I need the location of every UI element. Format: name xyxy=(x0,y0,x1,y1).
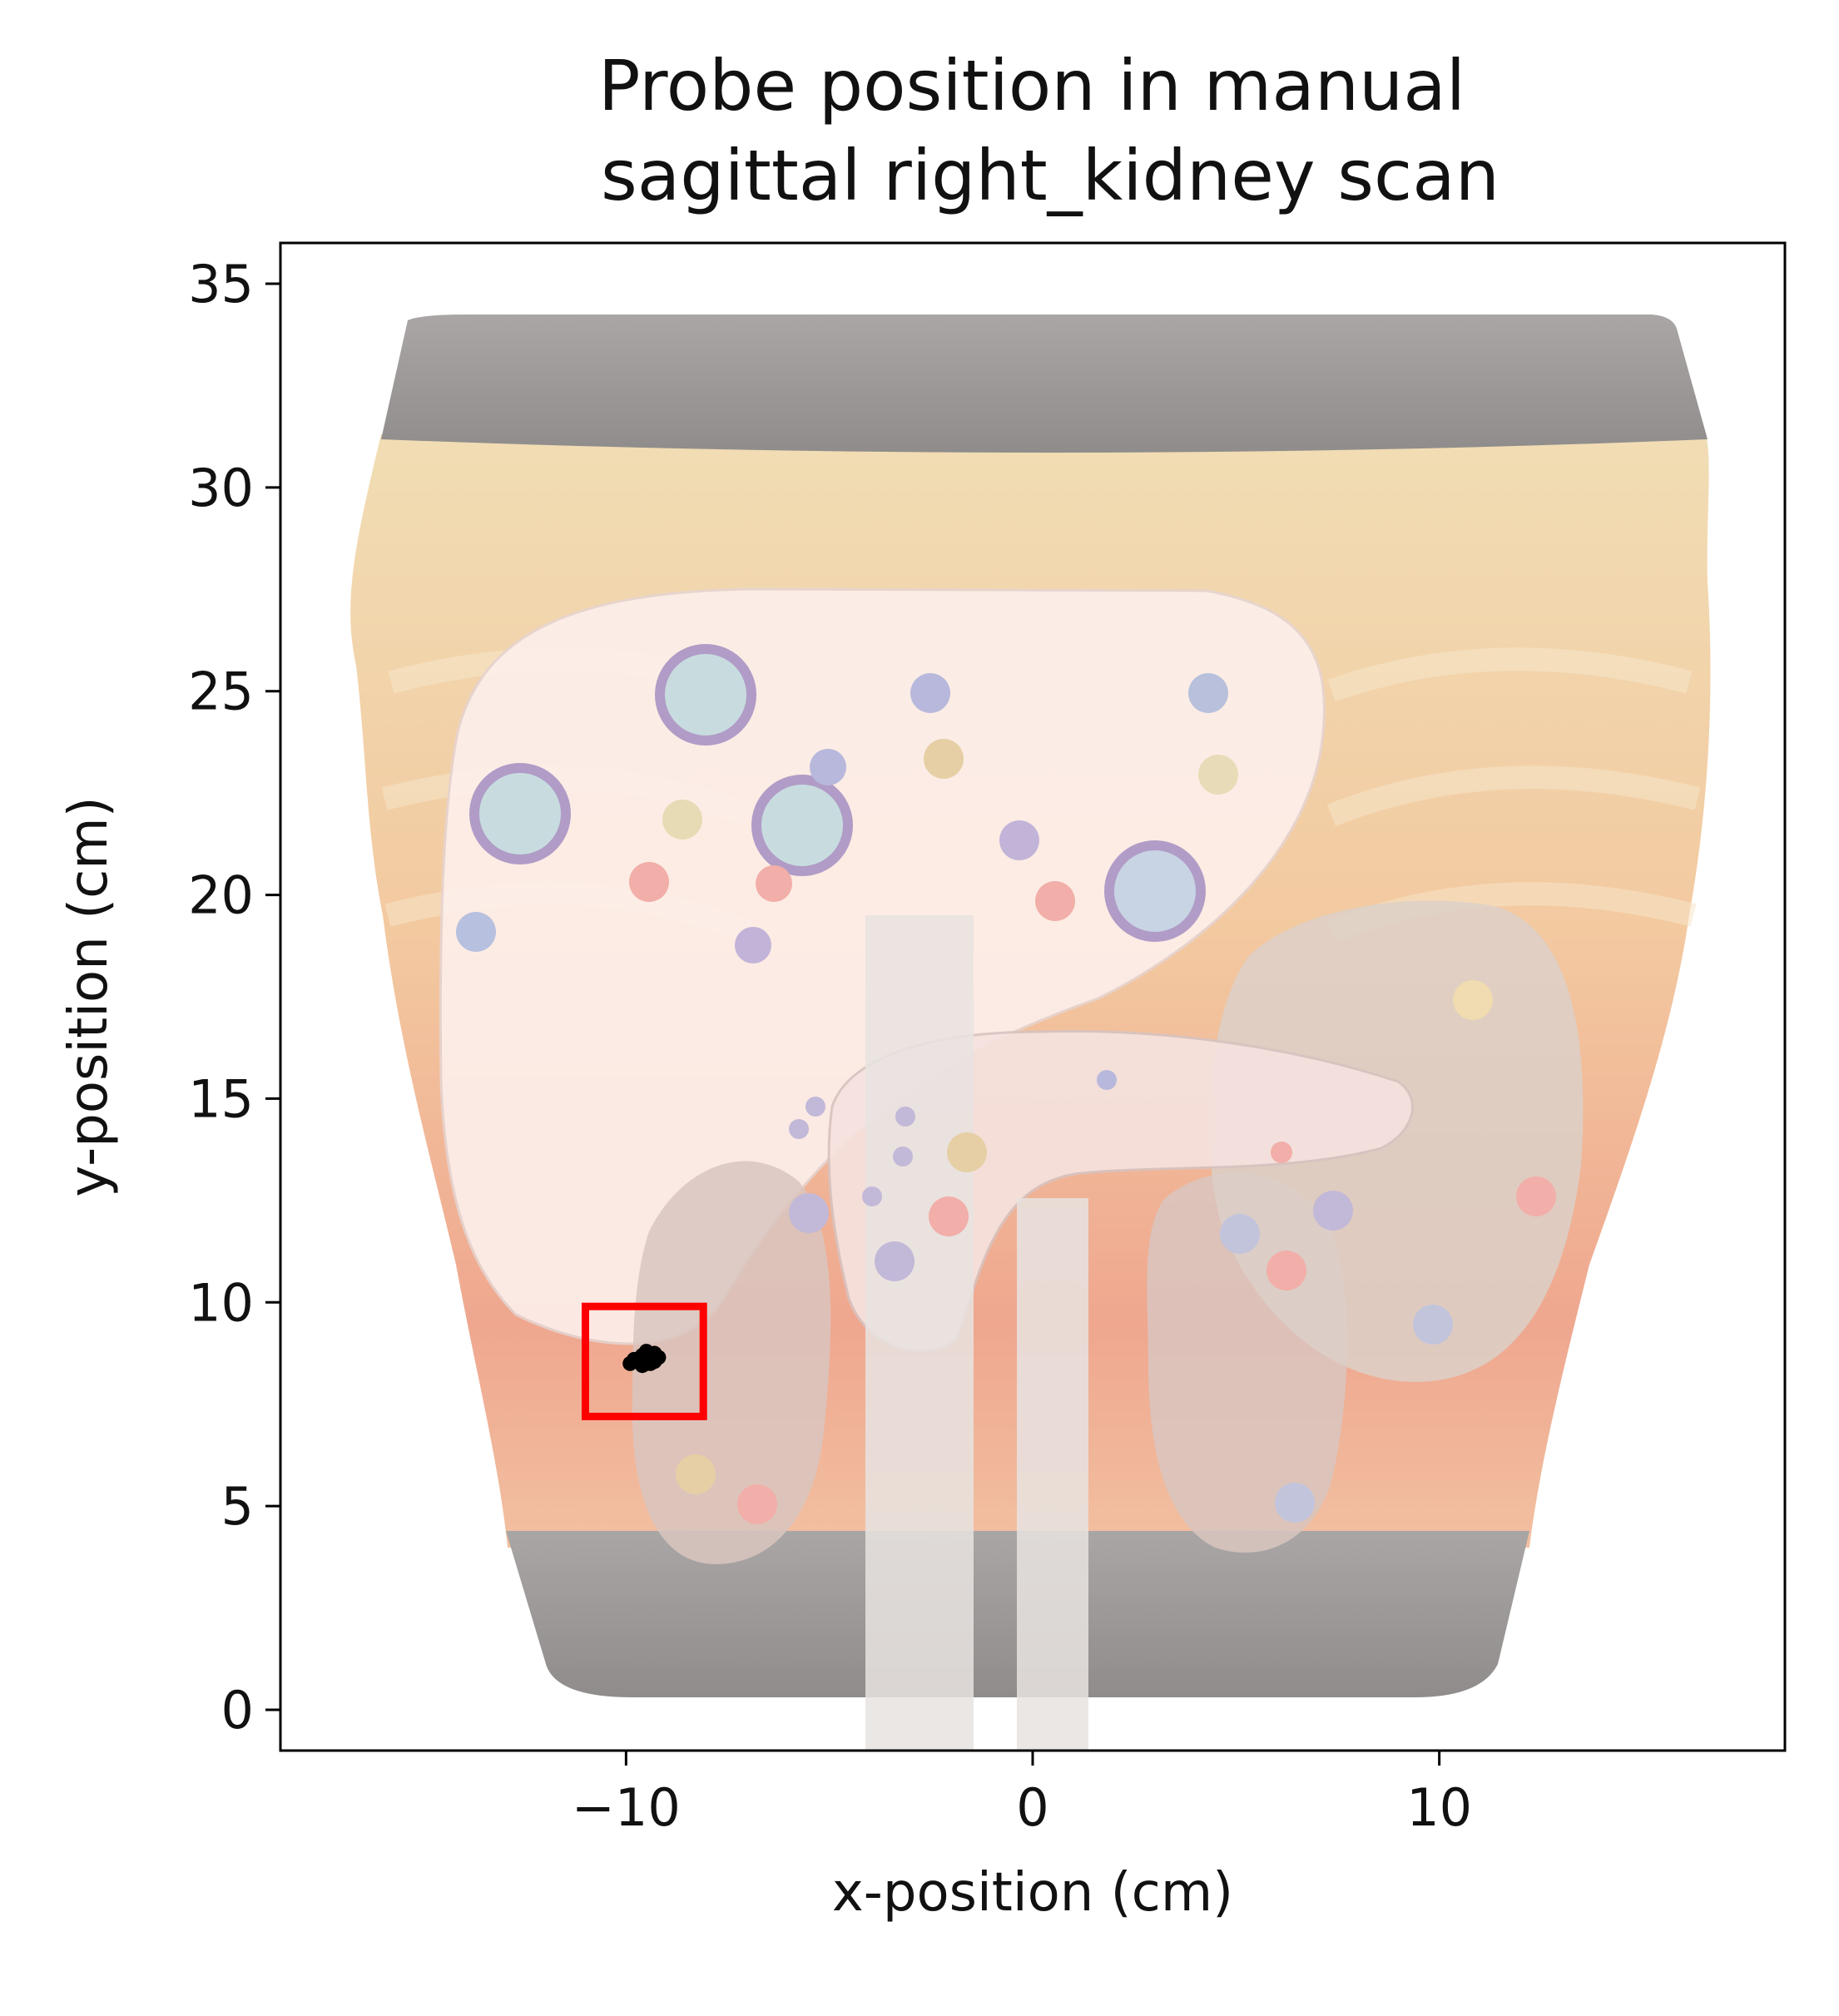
lesion-dot xyxy=(895,1107,915,1127)
lesion-dot xyxy=(1035,881,1075,921)
lesion-dot xyxy=(456,912,496,952)
lesion-dot xyxy=(1413,1305,1453,1345)
y-axis-label: y-position (cm) xyxy=(58,796,120,1196)
ivc-vessel xyxy=(1017,1198,1088,1751)
lesion-dot xyxy=(1275,1483,1315,1523)
phantom-background-image xyxy=(350,315,1711,1751)
chart-title-line-2: sagittal right_kidney scan xyxy=(601,135,1499,216)
y-tick-label: 5 xyxy=(221,1476,254,1537)
y-tick-label: 0 xyxy=(221,1680,254,1741)
lesion-dot xyxy=(1198,755,1238,795)
lesion-dot xyxy=(629,862,669,902)
lesion-circle xyxy=(1104,840,1206,942)
lesion-dot xyxy=(1516,1176,1556,1216)
lesion-dot xyxy=(735,927,771,963)
lesion-dot xyxy=(1453,980,1493,1020)
rib-band-right-2 xyxy=(1326,765,1701,827)
x-tick-label: −10 xyxy=(572,1777,681,1838)
lesion-dot xyxy=(810,749,846,785)
lesion-dot xyxy=(1313,1191,1353,1231)
probe-position-point xyxy=(647,1354,662,1370)
y-tick-label: 25 xyxy=(188,661,254,722)
lesion-dot xyxy=(893,1147,913,1167)
x-axis-label: x-position (cm) xyxy=(832,1862,1233,1924)
lesion-dot xyxy=(1271,1142,1292,1163)
lesion-dot xyxy=(1097,1070,1117,1090)
lesion-circle xyxy=(469,763,571,864)
lesion-markers xyxy=(456,644,1556,1524)
aorta-vessel xyxy=(865,915,974,1751)
lesion-dot xyxy=(924,739,964,779)
y-tick-label: 20 xyxy=(188,865,254,926)
lesion-dot xyxy=(789,1193,829,1233)
y-axis-ticks: 0 5 10 15 20 25 30 35 xyxy=(188,254,280,1741)
lesion-dot xyxy=(999,820,1039,860)
lesion-circle xyxy=(751,775,853,876)
lesion-dot xyxy=(875,1241,915,1281)
lesion-dot xyxy=(1266,1251,1306,1290)
lesion-dot xyxy=(737,1484,777,1524)
x-tick-label: 0 xyxy=(1016,1777,1048,1838)
x-axis-ticks: −10 0 10 xyxy=(572,1751,1472,1838)
probe-region-highlight-box xyxy=(581,1302,707,1420)
data-layer xyxy=(581,1302,707,1420)
lesion-dot xyxy=(805,1097,825,1117)
lesion-circle xyxy=(655,644,756,745)
y-tick-label: 15 xyxy=(188,1068,254,1129)
rib-band-right xyxy=(1327,647,1693,702)
x-tick-label: 10 xyxy=(1406,1777,1472,1838)
lesion-dot xyxy=(676,1454,716,1494)
lesion-dot xyxy=(1188,673,1228,713)
y-tick-label: 30 xyxy=(188,458,254,518)
lesion-dot xyxy=(910,673,950,713)
lesion-dot xyxy=(662,800,702,840)
y-tick-label: 35 xyxy=(188,254,254,315)
probe-position-point xyxy=(631,1351,647,1367)
chart-title-line-1: Probe position in manual xyxy=(598,45,1465,126)
lesion-dot xyxy=(789,1119,809,1139)
lesion-dot xyxy=(947,1132,987,1172)
y-tick-label: 10 xyxy=(188,1272,254,1333)
lesion-dot xyxy=(862,1186,882,1206)
top-ring xyxy=(381,315,1708,453)
lesion-dot xyxy=(756,865,792,902)
lesion-dot xyxy=(929,1196,969,1236)
lesion-dot xyxy=(1220,1214,1260,1254)
